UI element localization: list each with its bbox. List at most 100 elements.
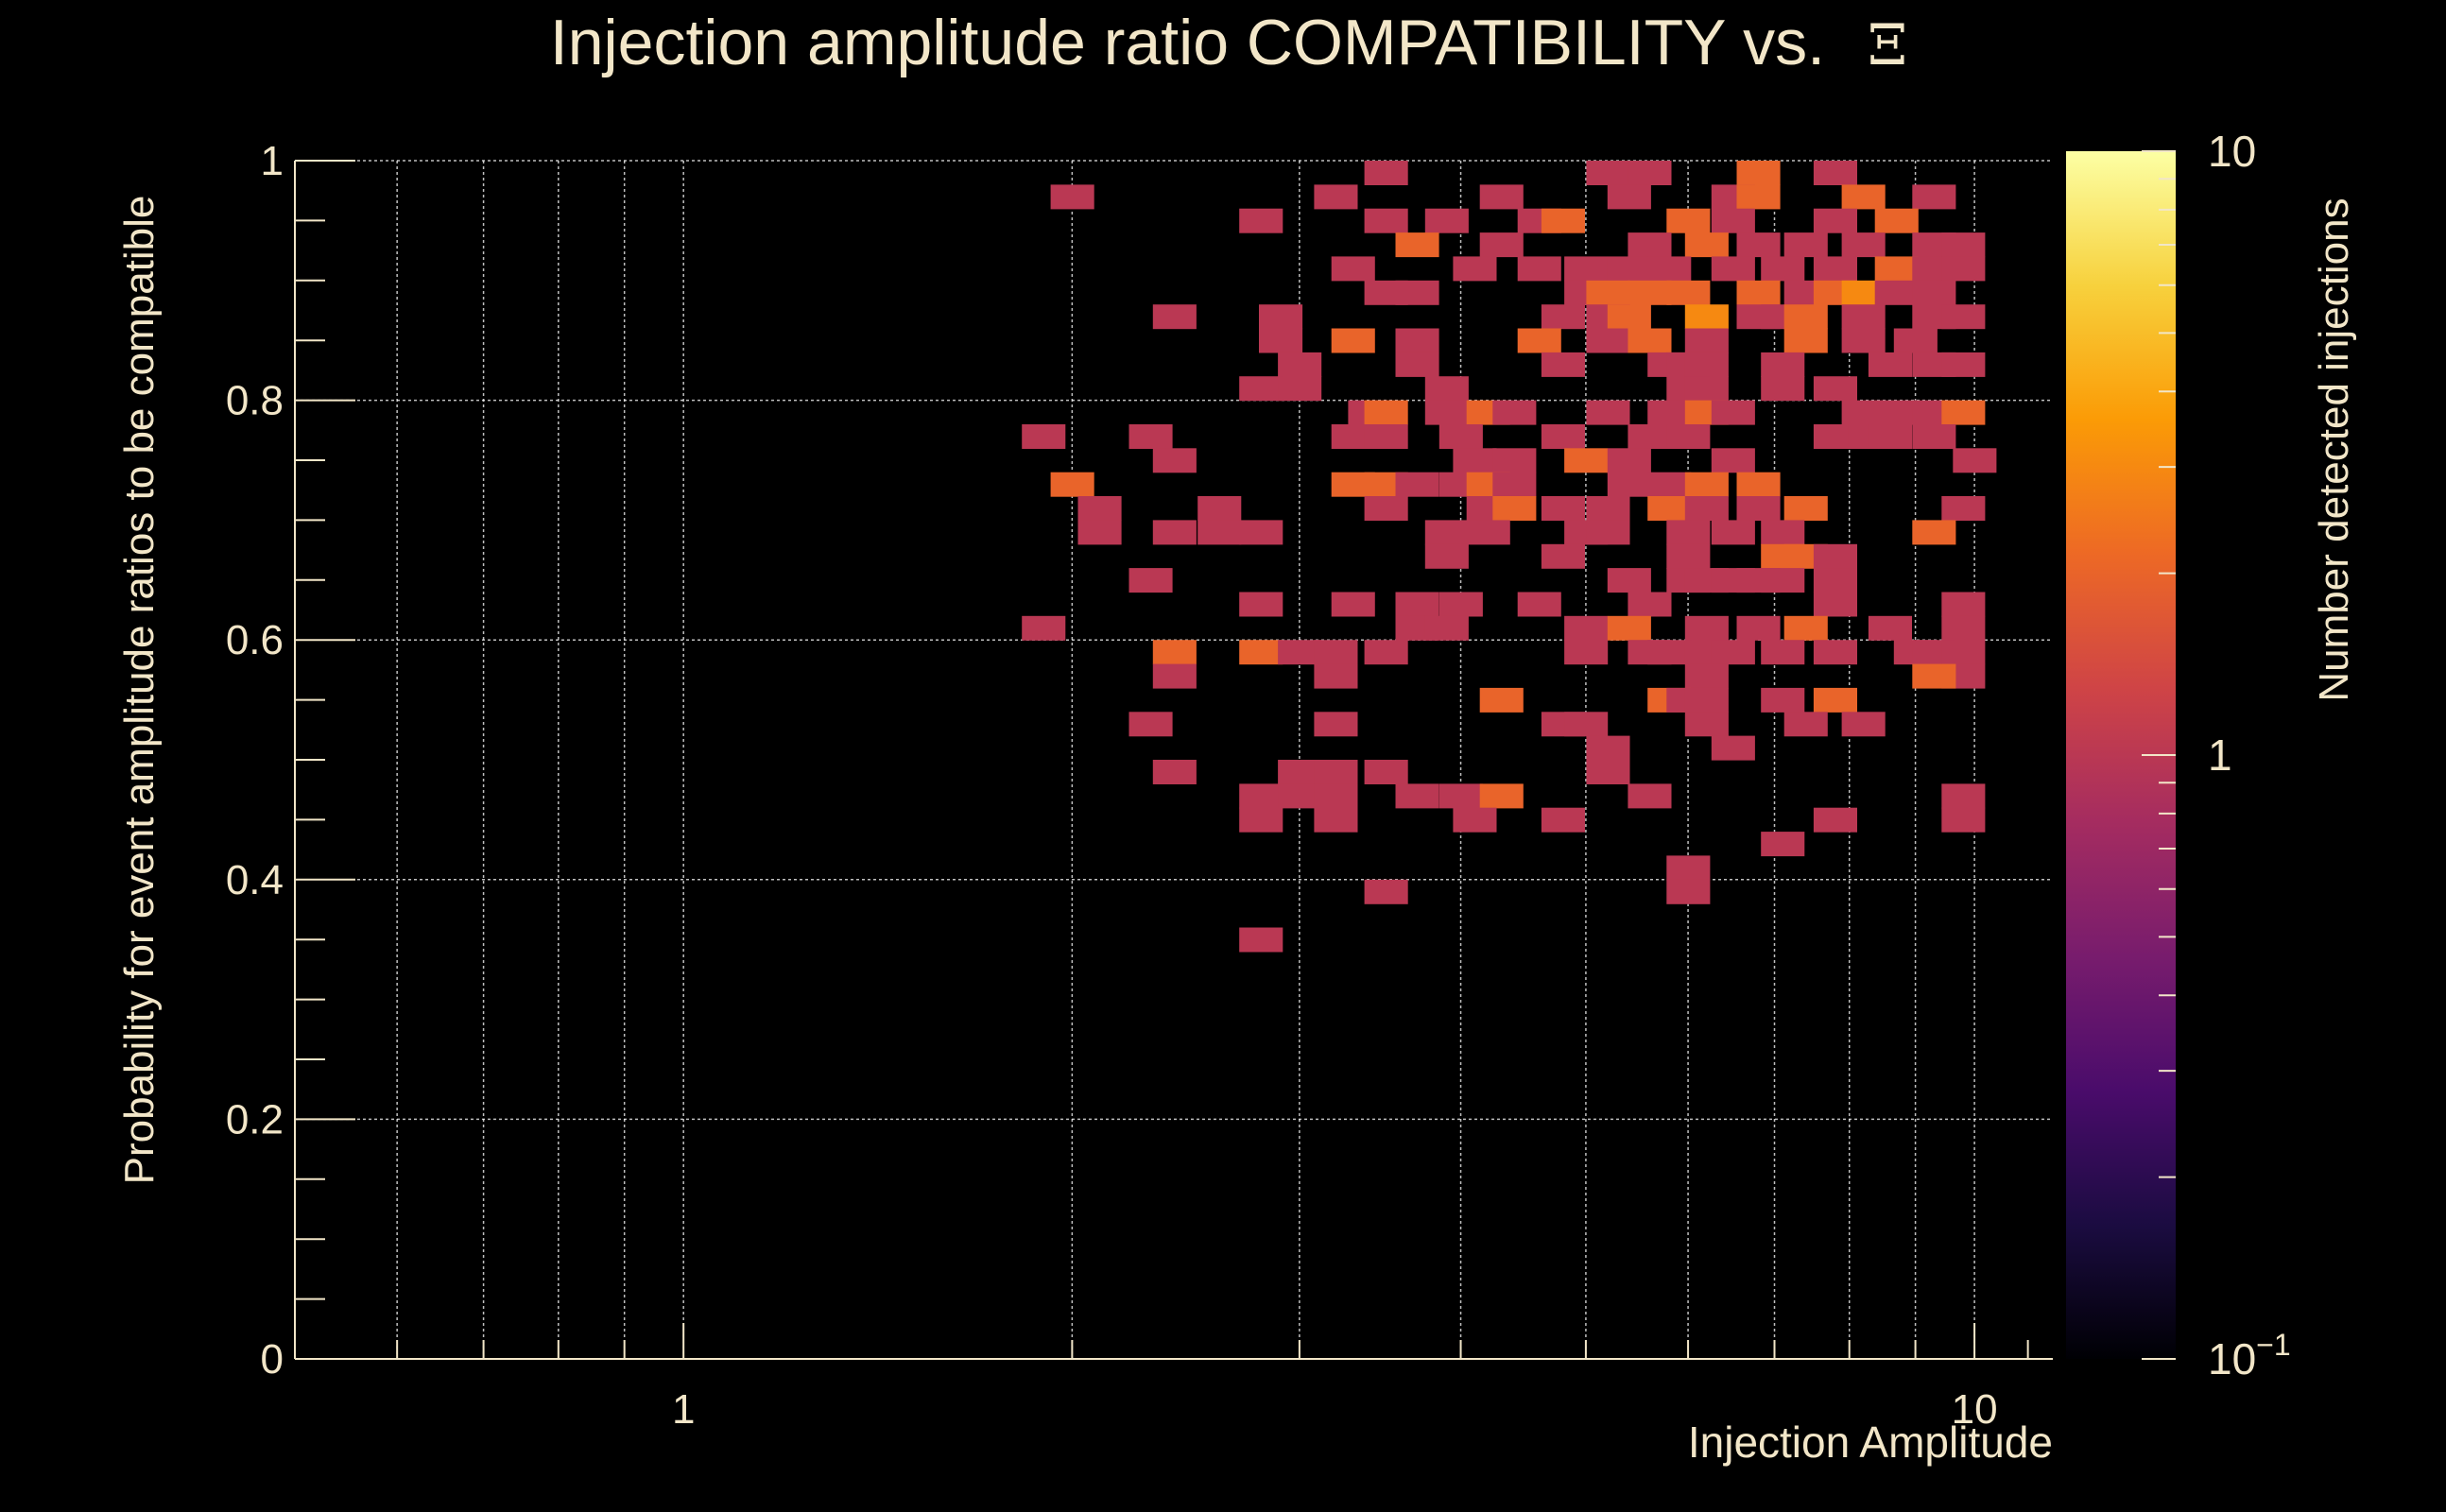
colorbar-ticks: 10 1 10−1	[2142, 127, 2291, 1383]
colorbar-tick-label: 10−1	[2208, 1328, 2291, 1383]
y-tick-label: 0.4	[226, 857, 284, 903]
heatmap-cell	[1912, 663, 1956, 689]
heatmap-cell	[1761, 687, 1805, 713]
heatmap-cell	[1077, 520, 1122, 545]
heatmap-cell	[1912, 520, 1956, 545]
heatmap-cell	[1564, 448, 1609, 473]
heatmap-cell	[1331, 328, 1375, 353]
heatmap-cell	[1684, 663, 1729, 689]
x-tick-label: 10	[1952, 1386, 1998, 1433]
heatmap-cell	[1941, 783, 1986, 809]
x-axis-label: Injection Amplitude	[1688, 1418, 2053, 1467]
heatmap-cell	[1314, 760, 1358, 784]
heatmap-cell	[1517, 256, 1561, 282]
heatmap-cell	[1912, 424, 1956, 449]
heatmap-cell	[1941, 615, 1986, 641]
heatmap-cell	[1197, 520, 1242, 545]
heatmap-cell	[1941, 400, 1986, 425]
heatmap-cell	[1628, 783, 1672, 809]
heatmap-cell	[1424, 400, 1469, 425]
heatmap-cell	[1492, 496, 1537, 521]
heatmap-cell	[1813, 640, 1857, 665]
heatmap-cell	[1259, 304, 1303, 330]
colorbar-tick-label: 10	[2208, 127, 2256, 176]
heatmap-cell	[1278, 376, 1322, 402]
heatmap-cell	[1813, 568, 1857, 593]
colorbar: 10 1 10−1 Number detected injections	[2066, 127, 2357, 1383]
heatmap-cell	[1684, 496, 1729, 521]
heatmap-cell	[1666, 879, 1711, 904]
heatmap-cell	[1736, 161, 1781, 185]
heatmap-cell	[1239, 376, 1283, 402]
heatmap-cell	[1022, 424, 1066, 449]
colorbar-label: Number detected injections	[2311, 198, 2357, 701]
heatmap-cell	[1761, 568, 1805, 593]
heatmap-cell	[1564, 712, 1609, 737]
heatmap-cell	[1841, 232, 1886, 258]
heatmap-cell	[1813, 376, 1857, 402]
heatmap-cell	[1941, 640, 1986, 665]
heatmap-cell	[1783, 328, 1828, 353]
heatmap-cell	[1666, 424, 1711, 449]
x-tick-label: 1	[672, 1386, 695, 1433]
heatmap-cell	[1586, 760, 1630, 784]
heatmap-cell	[1813, 161, 1857, 185]
heatmap-cell	[1813, 592, 1857, 617]
heatmap-cell	[1331, 256, 1375, 282]
y-tick-label: 0.6	[226, 617, 284, 663]
heatmap-cell	[1479, 687, 1524, 713]
heatmap-cell	[1492, 472, 1537, 497]
colorbar-tick-label: 1	[2208, 730, 2232, 780]
heatmap-cell	[1607, 615, 1651, 641]
heatmap-cell	[1868, 424, 1912, 449]
heatmap-cell	[1912, 184, 1956, 210]
heatmap-cell	[1586, 280, 1630, 305]
heatmap-cell	[1941, 352, 1986, 377]
heatmap-cell	[1684, 232, 1729, 258]
heatmap-cell	[1868, 615, 1912, 641]
heatmap-cell	[1239, 807, 1283, 833]
heatmap-cell	[1517, 592, 1561, 617]
heatmap-cell	[1541, 807, 1585, 833]
heatmap-cell	[1941, 807, 1986, 833]
heatmap-cell	[1666, 280, 1711, 305]
heatmap-cell	[1479, 232, 1524, 258]
heatmap-cell	[1736, 232, 1781, 258]
heatmap-cell	[1364, 400, 1408, 425]
heatmap-cell	[1941, 232, 1986, 258]
heatmap-cell	[1684, 376, 1729, 402]
heatmap-cell	[1607, 184, 1651, 210]
heatmap-cell	[1314, 184, 1358, 210]
heatmap-cell	[1711, 520, 1755, 545]
heatmap-cell	[1813, 208, 1857, 233]
heatmap-cell	[1628, 161, 1672, 185]
heatmap-cell	[1541, 208, 1585, 233]
heatmap-cell	[1364, 640, 1408, 665]
heatmap-cell	[1684, 304, 1729, 330]
y-tick-label: 0.8	[226, 378, 284, 424]
heatmap-cell	[1628, 280, 1672, 305]
heatmap-cell	[1050, 472, 1094, 497]
heatmap-cell	[1278, 352, 1322, 377]
heatmap-cell	[1628, 232, 1672, 258]
heatmap-cell	[1813, 807, 1857, 833]
heatmap-cell	[1314, 783, 1358, 809]
heatmap-cell	[1586, 520, 1630, 545]
heatmap-cell	[1666, 543, 1711, 569]
heatmap-cell	[1395, 352, 1439, 377]
heatmap-cell	[1941, 256, 1986, 282]
heatmap-cell	[1239, 927, 1283, 953]
heatmap-cell	[1647, 472, 1692, 497]
heatmap-cell	[1564, 256, 1609, 282]
heatmap-cell	[1628, 424, 1672, 449]
heatmap-cell	[1022, 615, 1066, 641]
heatmap-cell	[1841, 712, 1886, 737]
heatmap-cell	[1152, 448, 1197, 473]
heatmap-cell	[1711, 256, 1755, 282]
heatmap-cell	[1424, 208, 1469, 233]
heatmap-cell	[1711, 208, 1755, 233]
heatmap-cell	[1492, 400, 1537, 425]
heatmap-cell	[1197, 496, 1242, 521]
heatmap-cell	[1259, 328, 1303, 353]
heatmap-cell	[1564, 615, 1609, 641]
